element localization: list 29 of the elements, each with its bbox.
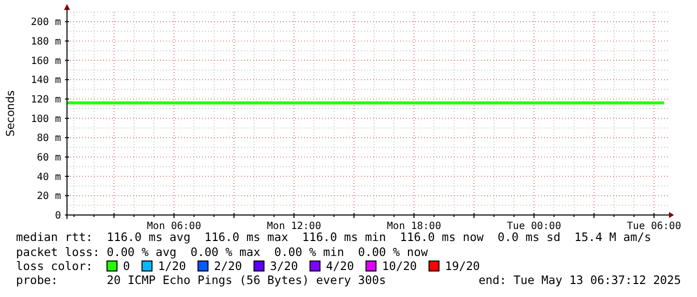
legend-label: 1/20: [158, 259, 186, 273]
y-tick-label: 60 m: [36, 152, 61, 164]
y-tick-label: 0: [54, 210, 61, 222]
y-tick-label: 40 m: [36, 172, 61, 183]
text: packet loss: 0.00 % avg 0.00 % max 0.00 % min 0.00 % now: [16, 245, 428, 259]
legend-label: 2/20: [214, 259, 242, 273]
y-tick-label: 80 m: [36, 133, 61, 144]
y-tick-label: 180 m: [30, 36, 61, 48]
y-tick-label: 160 m: [30, 56, 61, 67]
legend-label: 0: [123, 259, 130, 273]
x-tick-label: Mon 12:00: [266, 221, 322, 232]
legend-label: 10/20: [382, 259, 417, 273]
text: median rtt: 116.0 ms avg 116.0 ms max 116.0 ms min 116.0 ms now 0.0 ms sd 15.4 M am/s: [16, 230, 652, 244]
y-tick-label: 200 m: [30, 17, 61, 28]
y-tick-label: 100 m: [30, 114, 61, 125]
y-tick-label: 120 m: [30, 94, 61, 106]
y-tick-label: 20 m: [36, 191, 61, 202]
legend-title: loss color:: [16, 259, 93, 273]
y-axis-title: Seconds: [4, 90, 17, 137]
legend-label: 19/20: [445, 259, 480, 273]
legend-label: 4/20: [326, 259, 354, 273]
x-tick-label: Tue 00:00: [506, 221, 562, 232]
legend-label: 3/20: [270, 259, 298, 273]
x-tick-label: Mon 06:00: [146, 221, 202, 232]
text: end: Tue May 13 06:37:12 2025: [478, 273, 682, 287]
x-tick-label: Mon 18:00: [386, 221, 442, 232]
x-tick-label: Tue 06:00: [626, 221, 682, 232]
y-tick-label: 140 m: [30, 75, 61, 86]
text: probe: 20 ICMP Echo Pings (56 Bytes) every 300s: [16, 273, 386, 287]
